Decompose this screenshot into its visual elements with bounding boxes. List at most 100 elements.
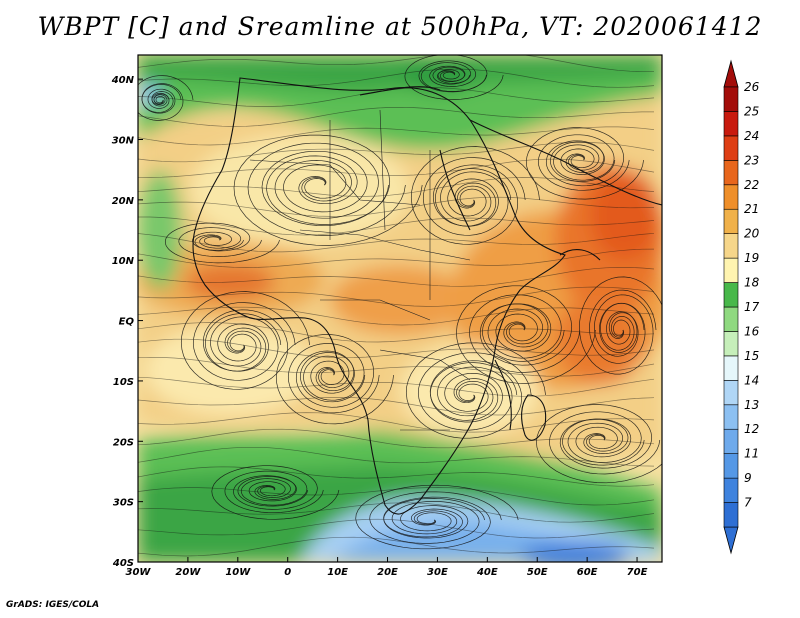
lon-tick-label: 20E (377, 567, 398, 578)
streamline (550, 141, 616, 182)
streamline (138, 428, 655, 449)
streamline (562, 418, 645, 466)
lon-tick-label: 0 (284, 567, 291, 578)
colorbar-segment (723, 86, 739, 112)
streamline (233, 134, 423, 246)
streamline (237, 476, 309, 507)
streamline (138, 518, 655, 539)
lon-tick-label: 70E (627, 567, 648, 578)
colorbar-segment (723, 135, 739, 161)
colorbar-segment (723, 355, 739, 381)
streamline (138, 177, 655, 197)
streamline (138, 248, 655, 268)
streamline (275, 334, 394, 425)
streamline (410, 146, 540, 245)
lon-tick-label: 30E (427, 567, 448, 578)
colorbar-segment (723, 453, 739, 479)
colorbar-segment (723, 404, 739, 430)
colorbar-label: 18 (744, 276, 760, 290)
colorbar-segment (723, 477, 739, 503)
lon-tick-label: 10W (225, 567, 251, 578)
longitude-axis: 30W 20W 10W 0 10E 20E 30E 40E 50E 60E 70E (126, 557, 648, 578)
streamline (138, 446, 655, 467)
colorbar-label: 21 (744, 202, 759, 216)
streamline (287, 343, 380, 414)
lon-tick-label: 50E (527, 567, 548, 578)
streamline (224, 470, 324, 514)
streamline (261, 150, 389, 227)
colorbar-label: 26 (744, 80, 760, 94)
colorbar-segment (723, 257, 739, 283)
lat-tick-label: 40S (112, 558, 134, 569)
colorbar-segment (723, 160, 739, 186)
streamline (138, 87, 655, 107)
grads-credit: GrADS: IGES/COLA (6, 600, 100, 610)
streamline (138, 55, 654, 73)
colorbar-segment (723, 380, 739, 406)
streamline (138, 106, 654, 127)
colorbar-segment (723, 233, 739, 259)
streamline (138, 126, 655, 146)
streamline (138, 502, 655, 523)
streamline (537, 134, 630, 191)
streamline (138, 412, 655, 433)
colorbar-label: 23 (744, 153, 759, 167)
colorbar-label: 24 (744, 129, 759, 143)
colorbar-segment (723, 208, 739, 234)
streamline (383, 498, 485, 539)
streamline (536, 404, 662, 484)
colorbar-label: 15 (744, 349, 759, 363)
streamline (300, 352, 366, 403)
colorbar-upper-arrow (723, 59, 739, 88)
colorbar-label: 19 (744, 251, 759, 265)
colorbar-label: 11 (744, 447, 759, 461)
lat-tick-label: 30N (112, 136, 135, 147)
streamline (178, 227, 262, 257)
colorbar-label: 20 (744, 227, 760, 241)
lat-tick-label: 20S (113, 437, 134, 448)
lat-tick-label: 10N (112, 256, 135, 267)
streamline (482, 303, 565, 362)
streamline (138, 306, 655, 326)
latitude-axis: 40N 30N 20N 10N EQ 10S 20S 30S 40S (111, 75, 143, 569)
streamline (138, 322, 655, 343)
streamline (138, 216, 655, 236)
streamline (138, 267, 655, 287)
streamline (164, 222, 280, 264)
colorbar-label: 13 (744, 398, 759, 412)
streamline (138, 376, 655, 397)
lon-tick-label: 60E (577, 567, 598, 578)
colorbar-segment (723, 331, 739, 357)
streamline (247, 142, 406, 236)
lon-tick-label: 20W (175, 567, 201, 578)
colorbar-segment (723, 428, 739, 454)
streamline (434, 168, 512, 227)
colorbar-label: 25 (744, 104, 759, 118)
streamline (429, 362, 518, 423)
streamline (138, 356, 655, 377)
colorbar-lower-arrow (723, 526, 739, 555)
colorbar-label: 7 (744, 496, 752, 510)
colorbar-segment (723, 306, 739, 332)
country-borders (249, 109, 471, 431)
streamline (579, 276, 662, 375)
streamline (138, 536, 655, 557)
streamline (404, 55, 504, 100)
colorbar-label: 16 (744, 324, 760, 338)
map-title: WBPT [C] and Sreamline at 500hPa, VT: 20… (37, 12, 763, 41)
lon-tick-label: 10E (327, 567, 348, 578)
streamline (589, 289, 657, 364)
streamline (138, 286, 655, 307)
lon-tick-label: 40E (476, 567, 498, 578)
streamline (138, 466, 655, 487)
map-frame (137, 54, 663, 563)
streamline (204, 313, 282, 372)
streamline (151, 92, 170, 107)
colorbar-segment (723, 184, 739, 210)
streamline (138, 158, 655, 178)
colorbar-label: 12 (744, 422, 759, 436)
streamline (369, 491, 502, 544)
colorbar-segment (723, 111, 739, 137)
colorbar-segment (723, 502, 739, 528)
